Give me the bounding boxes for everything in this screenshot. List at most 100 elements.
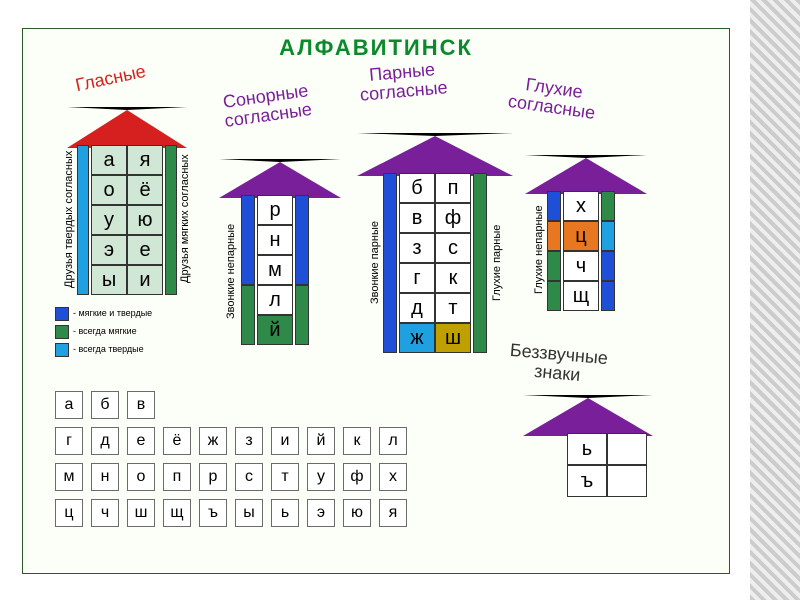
sonor-2: м [257, 255, 293, 285]
vowel-left-side-label: Друзья твердых согласных [63, 149, 75, 289]
alphabet-cell-щ: щ [163, 499, 191, 527]
vowel-right-side-label: Друзья мягких согласных [179, 149, 191, 289]
sonor-3-letter: л [269, 289, 281, 312]
alphabet-cell-и: и [271, 427, 299, 455]
alphabet-cell-м: м [55, 463, 83, 491]
alphabet-cell-н: н [91, 463, 119, 491]
paired-r1-letter: ф [445, 207, 461, 230]
paired-r5: ш [435, 323, 471, 353]
sonor-0: р [257, 195, 293, 225]
vowel-r1: ё [127, 175, 163, 205]
alphabet-cell-г: г [55, 427, 83, 455]
alphabet-cell-с: с [235, 463, 263, 491]
silent-empty-1 [607, 465, 647, 497]
silent-empty-0 [607, 433, 647, 465]
deaf-1: ц [563, 221, 599, 251]
deaf-2-letter: ч [576, 255, 586, 278]
alphabet-cell-ь: ь [271, 499, 299, 527]
alphabet-cell-о: о [127, 463, 155, 491]
sonor-rightbar-bot [295, 285, 309, 345]
silent-1-letter: ъ [581, 470, 594, 493]
section-label-deaf: Глухиесогласные [507, 73, 599, 123]
paired-right-stripe [473, 173, 487, 353]
paired-r5-letter: ш [445, 327, 461, 350]
deaf-2: ч [563, 251, 599, 281]
paired-l5-letter: ж [410, 327, 423, 350]
alphabet-cell-з: з [235, 427, 263, 455]
silent-0-letter: ь [582, 438, 592, 461]
sonor-side-label: Звонкие непарные [225, 201, 237, 341]
deaf-leftbar-3 [547, 281, 561, 311]
section-label-sonor: Сонорныесогласные [221, 81, 313, 131]
sonor-3: л [257, 285, 293, 315]
alphabet-cell-а: а [55, 391, 83, 419]
alphabet-cell-ъ: ъ [199, 499, 227, 527]
paired-r2: с [435, 233, 471, 263]
paired-l2-letter: з [412, 237, 421, 260]
alphabet-cell-ш: ш [127, 499, 155, 527]
silent-roof [523, 395, 653, 436]
deaf-1-letter: ц [575, 225, 586, 248]
vowel-l3: э [91, 235, 127, 265]
right-texture-stripe [750, 0, 800, 600]
vowel-r3: е [127, 235, 163, 265]
sonor-1-letter: н [269, 229, 280, 252]
sonor-4-letter: й [269, 319, 280, 342]
sonor-4: й [257, 315, 293, 345]
paired-r4-letter: т [448, 297, 457, 320]
sonor-0-letter: р [269, 199, 280, 222]
legend-swatch-2 [55, 343, 69, 357]
paired-l1: в [399, 203, 435, 233]
alphabet-cell-л: л [379, 427, 407, 455]
alphabet-cell-ч: ч [91, 499, 119, 527]
deaf-leftbar-1 [547, 221, 561, 251]
paired-left-side-label: Звонкие парные [369, 183, 381, 343]
alphabet-cell-ё: ё [163, 427, 191, 455]
paired-r0: п [435, 173, 471, 203]
legend-text-1: - всегда мягкие [73, 326, 137, 336]
deaf-3: щ [563, 281, 599, 311]
vowel-l0-letter: а [103, 149, 114, 172]
paired-l0-letter: б [411, 177, 422, 200]
paired-right-side-label: Глухие парные [491, 183, 503, 343]
paired-r4: т [435, 293, 471, 323]
alphabet-cell-к: к [343, 427, 371, 455]
deaf-0-letter: х [576, 195, 586, 218]
vowel-r4: и [127, 265, 163, 295]
paired-l4-letter: д [411, 297, 423, 320]
paired-l3-letter: г [413, 267, 420, 290]
diagram-canvas: АЛФАВИТИНСК ГласныеСонорныесогласныеПарн… [22, 28, 730, 574]
alphabet-cell-э: э [307, 499, 335, 527]
deaf-0: х [563, 191, 599, 221]
paired-r3: к [435, 263, 471, 293]
vowel-r2: ю [127, 205, 163, 235]
sonor-1: н [257, 225, 293, 255]
paired-r2-letter: с [448, 237, 458, 260]
deaf-rightbar-0 [601, 191, 615, 221]
alphabet-cell-у: у [307, 463, 335, 491]
alphabet-cell-д: д [91, 427, 119, 455]
vowel-r0: я [127, 145, 163, 175]
alphabet-cell-б: б [91, 391, 119, 419]
section-label-paired: Парныесогласные [358, 59, 449, 104]
legend-text-0: - мягкие и твердые [73, 308, 152, 318]
legend-swatch-1 [55, 325, 69, 339]
legend-swatch-0 [55, 307, 69, 321]
silent-0: ь [567, 433, 607, 465]
alphabet-cell-е: е [127, 427, 155, 455]
paired-l1-letter: в [412, 207, 423, 230]
deaf-side-label: Глухие непарные [533, 195, 545, 305]
alphabet-cell-х: х [379, 463, 407, 491]
vowel-l4: ы [91, 265, 127, 295]
sonor-leftbar-top [241, 195, 255, 285]
vowel-roof [67, 107, 187, 148]
vowel-l0: а [91, 145, 127, 175]
alphabet-cell-ы: ы [235, 499, 263, 527]
deaf-3-letter: щ [573, 285, 589, 308]
alphabet-cell-в: в [127, 391, 155, 419]
deaf-rightbar-1 [601, 221, 615, 251]
vowel-l2-letter: у [104, 209, 114, 232]
alphabet-cell-п: п [163, 463, 191, 491]
paired-left-stripe [383, 173, 397, 353]
vowel-r3-letter: е [139, 239, 150, 262]
